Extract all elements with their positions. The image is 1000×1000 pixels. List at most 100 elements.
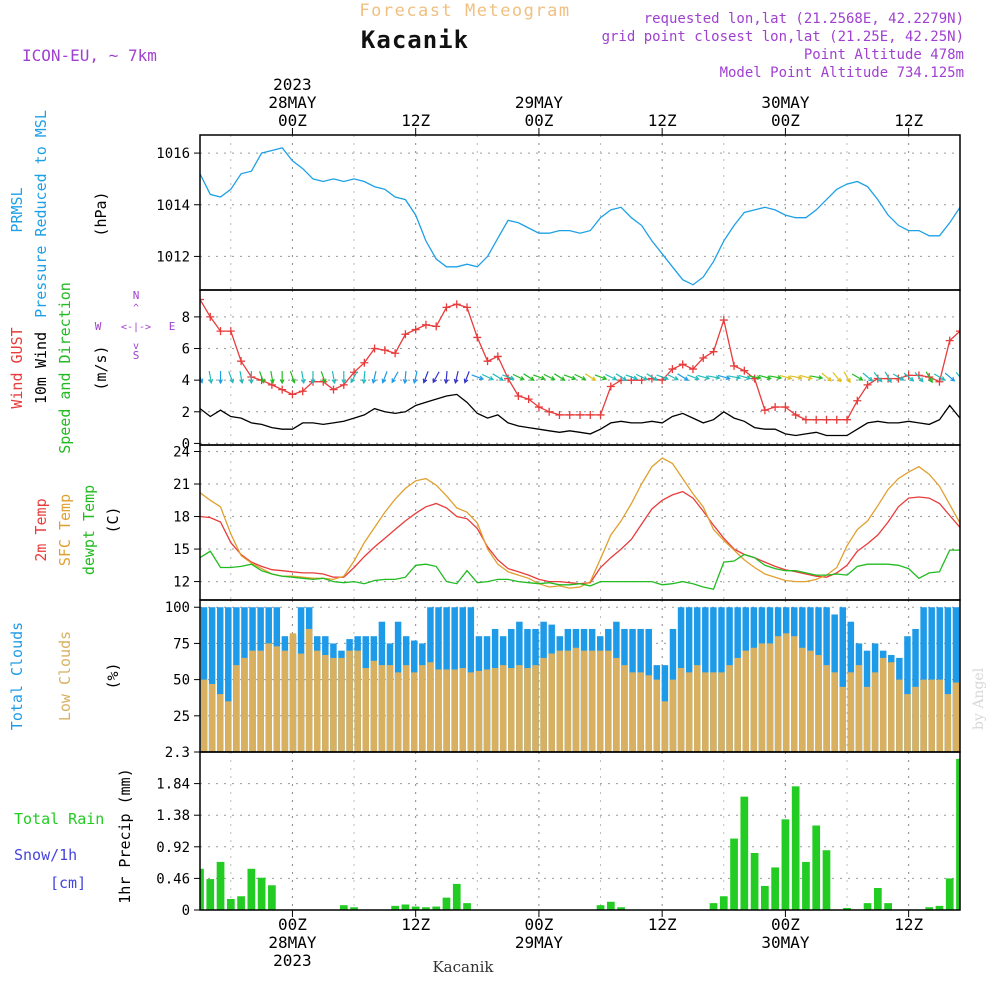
snow-unit-label: [cm]	[50, 874, 86, 892]
pressure-ylabel: (hPa)	[92, 191, 110, 236]
gust-marker	[596, 410, 605, 419]
panel-frame	[199, 444, 961, 601]
ytick-label: 0	[182, 436, 190, 452]
panel-temperature	[200, 457, 960, 590]
gust-marker	[781, 403, 790, 412]
cloud-bar-low	[394, 672, 402, 752]
series-line	[200, 299, 960, 421]
wind-arrow	[925, 371, 933, 384]
cloud-bar-low	[208, 683, 216, 752]
cloud-bar-low	[580, 650, 588, 752]
cloud-bar-low	[435, 669, 442, 752]
cloud-bar-low	[313, 650, 321, 752]
cloud-bar-low	[346, 650, 353, 752]
xtick-label-bottom: 12Z	[401, 915, 430, 934]
cloud-bar-low	[532, 665, 539, 752]
wind-arrow	[523, 373, 535, 381]
cloud-bar-low	[338, 657, 345, 752]
gust-marker	[442, 303, 451, 312]
wind-compass: N W E S <-|-> ^ v	[95, 289, 176, 362]
wind-arrow	[554, 373, 566, 381]
cloud-bar-low	[653, 679, 661, 752]
gust-marker	[216, 327, 225, 336]
cloud-bar-low	[952, 682, 960, 752]
cloud-bar-low	[475, 670, 483, 752]
wind-arrow	[443, 370, 449, 385]
gust-marker	[719, 316, 728, 325]
gust-marker	[801, 415, 810, 424]
wind-arrow	[279, 370, 285, 385]
wind-arrow	[769, 375, 783, 380]
wind-arrow	[269, 370, 275, 385]
gust-marker	[945, 336, 954, 345]
cloud-bar-low	[281, 650, 289, 752]
gust-marker	[771, 403, 780, 412]
rain-bar	[740, 796, 749, 910]
cloud-bar-low	[273, 646, 281, 752]
panel-frame	[199, 751, 961, 911]
xtick-label-bottom: 12Z	[894, 915, 923, 934]
cloud-bar-low	[912, 686, 919, 752]
ytick-label: 24	[173, 445, 190, 461]
cloud-bar-low	[451, 669, 458, 752]
cloud-bar-low	[305, 628, 313, 752]
rain-bar	[339, 905, 348, 910]
wind-arrow	[697, 374, 711, 381]
gust-marker	[740, 366, 749, 375]
gust-marker	[493, 352, 502, 361]
cloud-bar-low	[322, 655, 329, 752]
gust-marker	[473, 333, 482, 342]
gust-marker	[421, 320, 430, 329]
cloud-bar-low	[637, 672, 644, 752]
cloud-bar-low	[508, 668, 515, 752]
compass-s: S	[133, 349, 140, 362]
low-cloud-label: Low Clouds	[56, 631, 74, 721]
wind-arrow	[533, 374, 546, 381]
cloud-bar-low	[879, 657, 887, 752]
rain-bar	[463, 903, 471, 910]
rain-bar	[884, 903, 892, 910]
cloud-bar-low	[920, 679, 927, 752]
ytick-label: 1012	[156, 249, 190, 265]
gust-label: Wind GUST	[8, 327, 26, 408]
gust-marker	[360, 358, 369, 367]
gust-marker	[391, 349, 400, 358]
cloud-bar-low	[629, 672, 636, 752]
rain-bar	[730, 838, 738, 910]
ytick-label: 50	[173, 673, 190, 689]
cloud-bar-total	[208, 607, 216, 752]
gust-marker	[226, 327, 235, 336]
ytick-label: 21	[173, 477, 190, 493]
svg-text:^: ^	[133, 303, 139, 314]
gust-marker	[200, 295, 204, 304]
model-label: ICON-EU, ~ 7km	[22, 46, 157, 65]
ytick-label: 1014	[156, 198, 190, 214]
rain-bar	[422, 907, 430, 910]
total-cloud-label: Total Clouds	[8, 622, 26, 730]
wind-arrow	[635, 373, 649, 381]
wind-arrow	[873, 372, 883, 383]
series-line	[200, 549, 960, 590]
wind-arrow	[341, 370, 347, 385]
temp2m-label: 2m Temp	[32, 498, 50, 561]
gust-marker	[699, 354, 708, 363]
cloud-bar-total	[952, 607, 960, 752]
gust-marker	[730, 361, 739, 370]
cloud-bar-low	[241, 657, 248, 752]
cloud-bar-low	[823, 665, 830, 752]
cloud-bar-low	[693, 665, 701, 752]
wind-arrow	[914, 372, 924, 383]
wind-arrow	[615, 373, 628, 381]
temp-ylabel: (C)	[104, 506, 122, 533]
cloud-bar-low	[556, 650, 564, 752]
wind-arrow	[228, 371, 235, 384]
gust-marker	[606, 382, 615, 391]
snow-label: Snow/1h	[14, 846, 77, 864]
rain-bar	[863, 903, 872, 910]
gust-marker	[452, 300, 461, 309]
ytick-label: 75	[173, 636, 190, 652]
wind-arrow	[422, 371, 429, 384]
wind-arrow	[748, 375, 762, 380]
grid-coords: grid point closest lon,lat (21.25E, 42.2…	[602, 29, 964, 45]
cloud-bar-low	[621, 665, 628, 752]
